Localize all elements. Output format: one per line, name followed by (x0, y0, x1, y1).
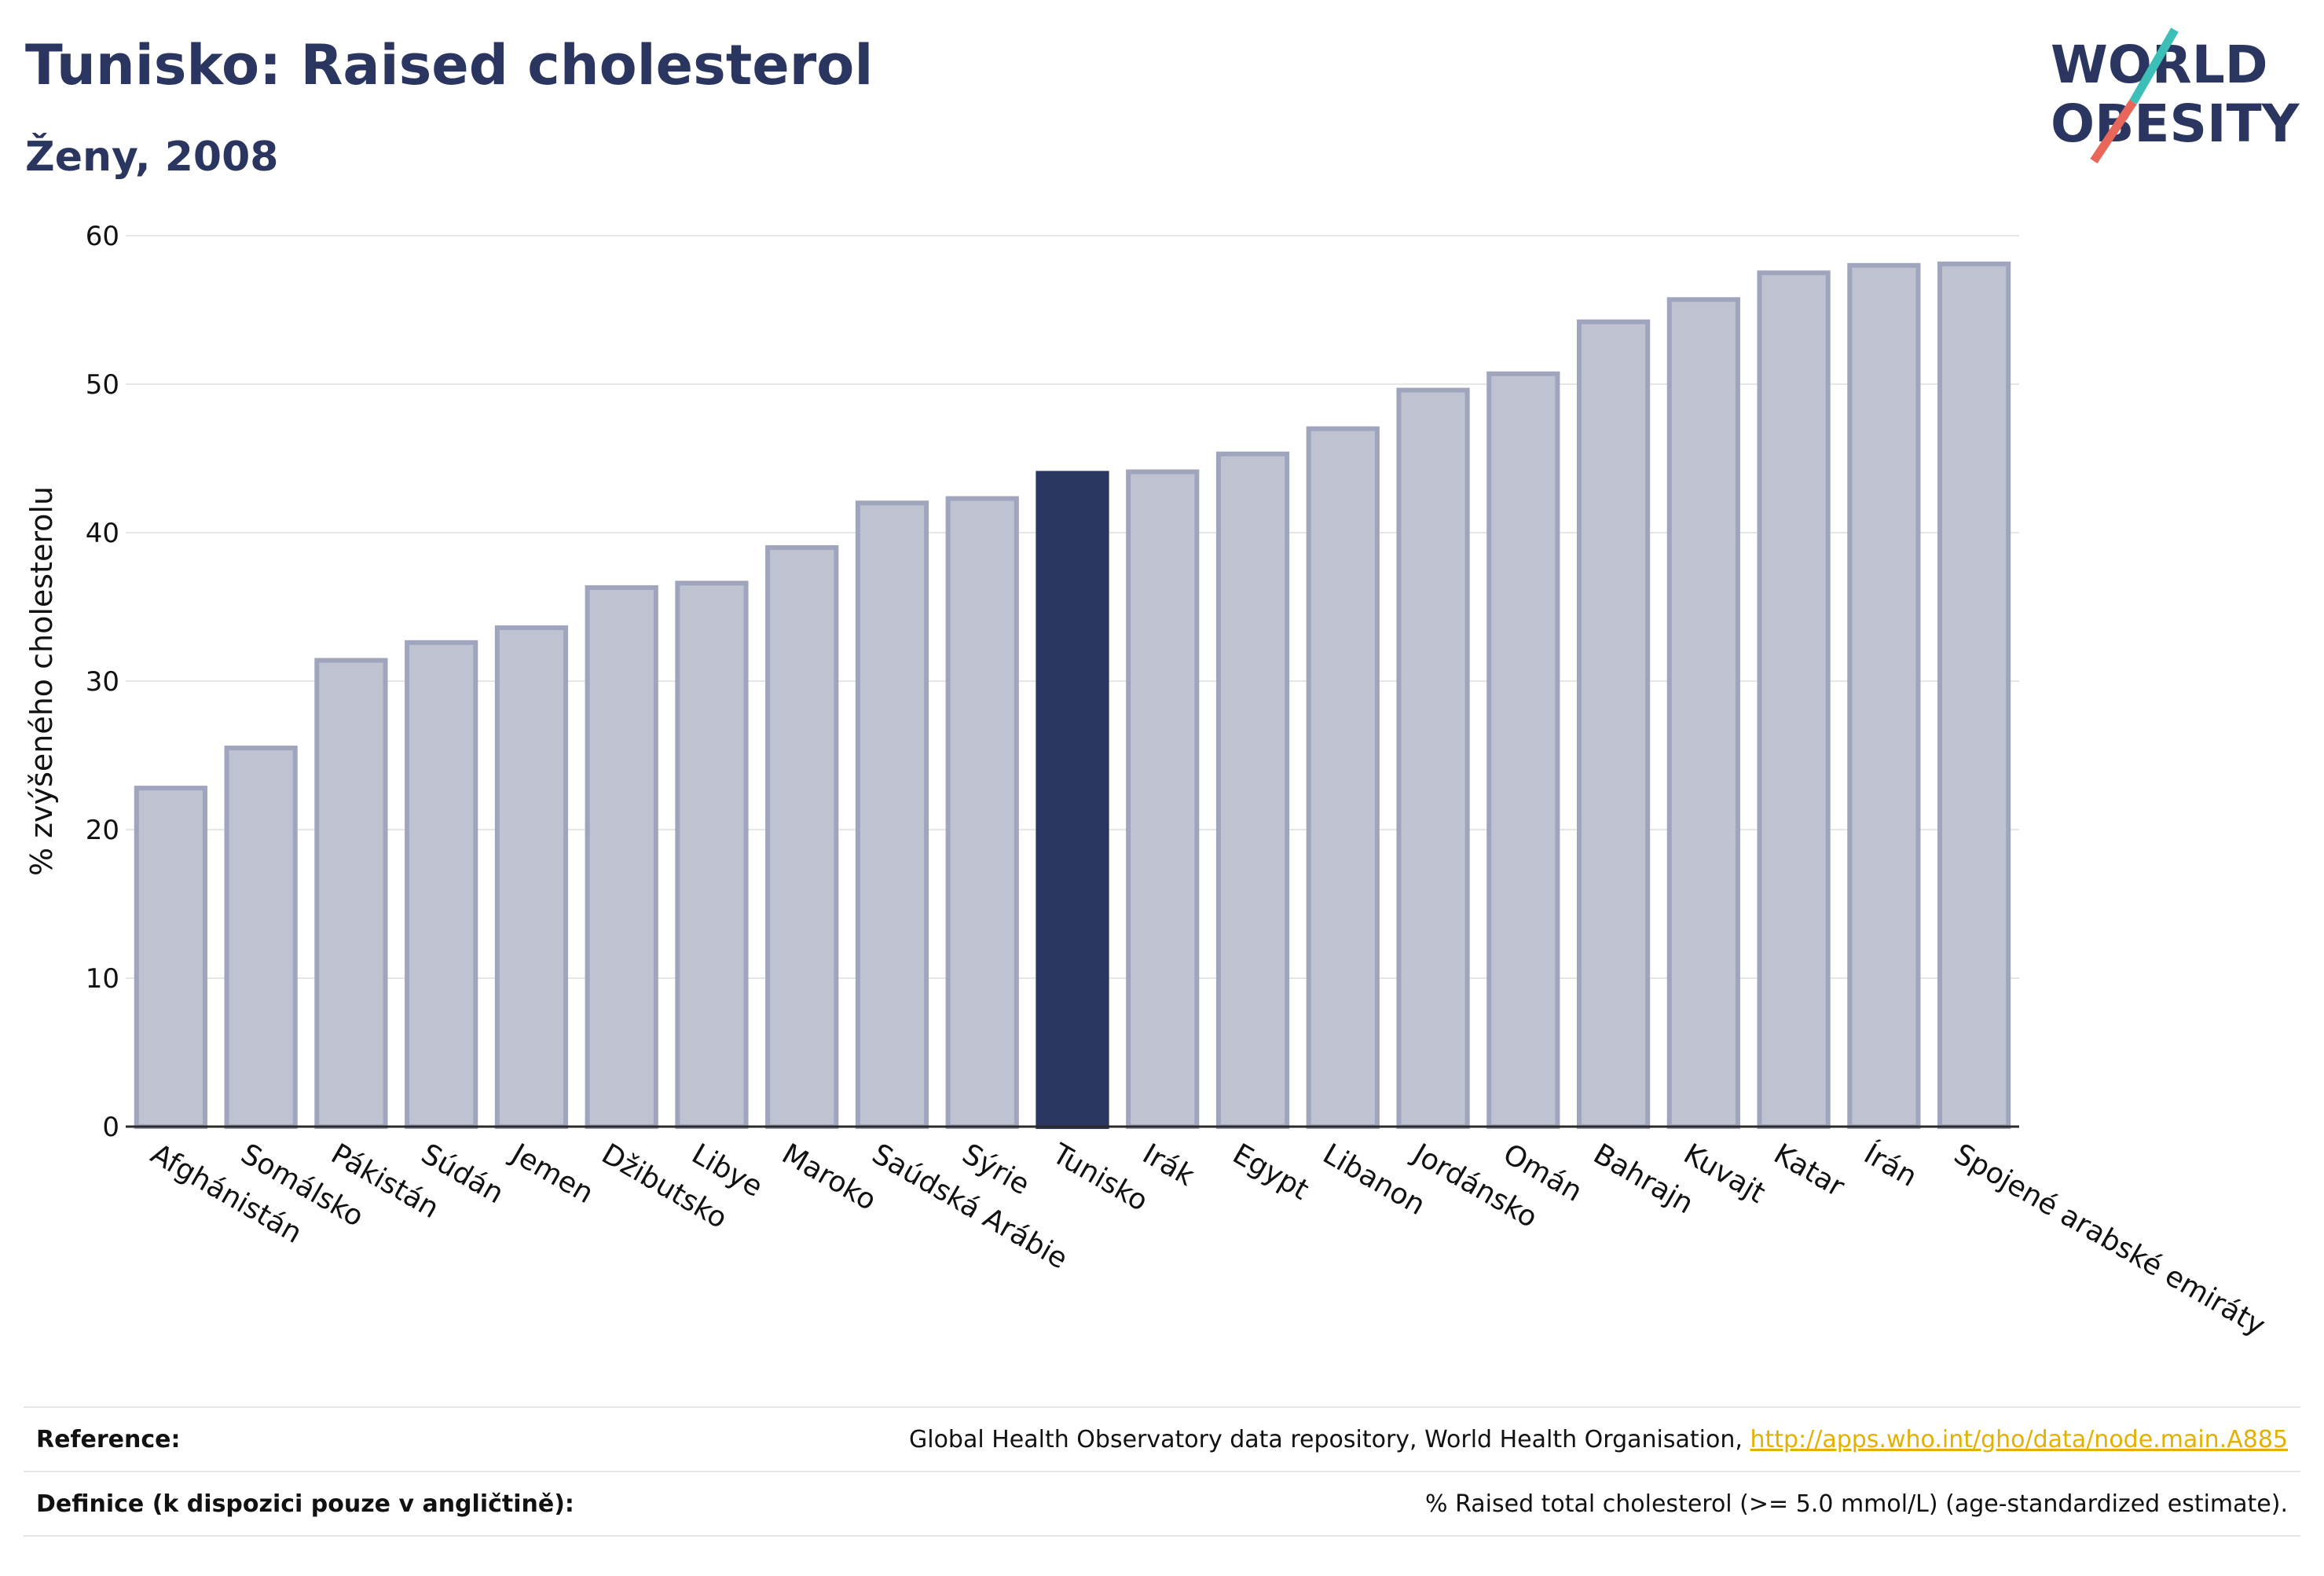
bar (1306, 426, 1380, 1129)
chart-subtitle: Ženy, 2008 (25, 134, 279, 181)
y-axis-label: % zvýšeného cholesterolu (24, 486, 59, 876)
logo-line-2: OBESITY (2051, 93, 2300, 154)
y-tick-label: 30 (86, 666, 119, 698)
x-tick-label: Spojené arabské emiráty (1948, 1138, 2271, 1342)
bar (224, 746, 298, 1129)
x-tick-label: Jemen (504, 1137, 599, 1210)
y-tick-label: 20 (86, 815, 119, 846)
bar (1036, 471, 1109, 1129)
y-tick-label: 0 (102, 1112, 119, 1143)
bar (585, 585, 658, 1129)
bar-chart: 0 10 20 30 40 50 60 % zvýšeného cholesterolu Afg… (24, 221, 2271, 1343)
bar (1215, 451, 1290, 1129)
reference-value: Global Health Observatory data repositor… (909, 1426, 2300, 1453)
definition-row: Definice (k dispozici pouze v angličtině… (24, 1471, 2300, 1537)
bar (675, 581, 749, 1129)
bar (1937, 261, 2011, 1129)
bar (945, 496, 1019, 1129)
bar (1847, 262, 1921, 1129)
bar (1757, 270, 1831, 1129)
definition-label: Definice (k dispozici pouze v angličtině… (36, 1490, 574, 1518)
x-tick-label: Libanon (1318, 1138, 1431, 1222)
chart-title: Tunisko: Raised cholesterol (25, 33, 874, 97)
y-tick-label: 40 (86, 518, 119, 549)
reference-row: Reference: Global Health Observatory dat… (24, 1406, 2300, 1471)
y-tick-label: 60 (86, 221, 119, 252)
footer-table: Reference: Global Health Observatory dat… (24, 1406, 2300, 1537)
x-tick-label: Egypt (1227, 1138, 1314, 1206)
x-tick-label: Afghánistán (145, 1138, 307, 1250)
bar (1396, 387, 1470, 1129)
world-obesity-logo: WORLD OBESITY (2051, 27, 2300, 164)
x-tick-label: Maroko (776, 1138, 882, 1217)
bar (1666, 297, 1740, 1129)
x-tick-label: Tunisko (1047, 1138, 1153, 1218)
logo-slash-coral (2090, 99, 2137, 164)
x-tick-label: Irák (1137, 1138, 1200, 1193)
bar (855, 500, 929, 1129)
bar (134, 786, 207, 1130)
x-tick-label: Bahrajn (1588, 1138, 1699, 1220)
y-tick-label: 10 (86, 963, 119, 995)
y-tick-label: 50 (86, 369, 119, 401)
reference-label: Reference: (36, 1425, 181, 1453)
x-tick-label: Írán (1858, 1137, 1923, 1193)
bar (405, 640, 478, 1129)
bar (1576, 319, 1651, 1129)
bar (1126, 469, 1200, 1129)
logo-slash-teal (2129, 27, 2179, 104)
bar (494, 625, 569, 1129)
bar (314, 658, 388, 1129)
x-tick-label: Katar (1769, 1138, 1850, 1204)
reference-link[interactable]: http://apps.who.int/gho/data/node.main.A… (1750, 1425, 2288, 1453)
bar (1486, 371, 1560, 1129)
bar (765, 544, 839, 1129)
reference-text: Global Health Observatory data repositor… (909, 1425, 1743, 1453)
definition-text: % Raised total cholesterol (>= 5.0 mmol/… (1425, 1490, 2288, 1518)
